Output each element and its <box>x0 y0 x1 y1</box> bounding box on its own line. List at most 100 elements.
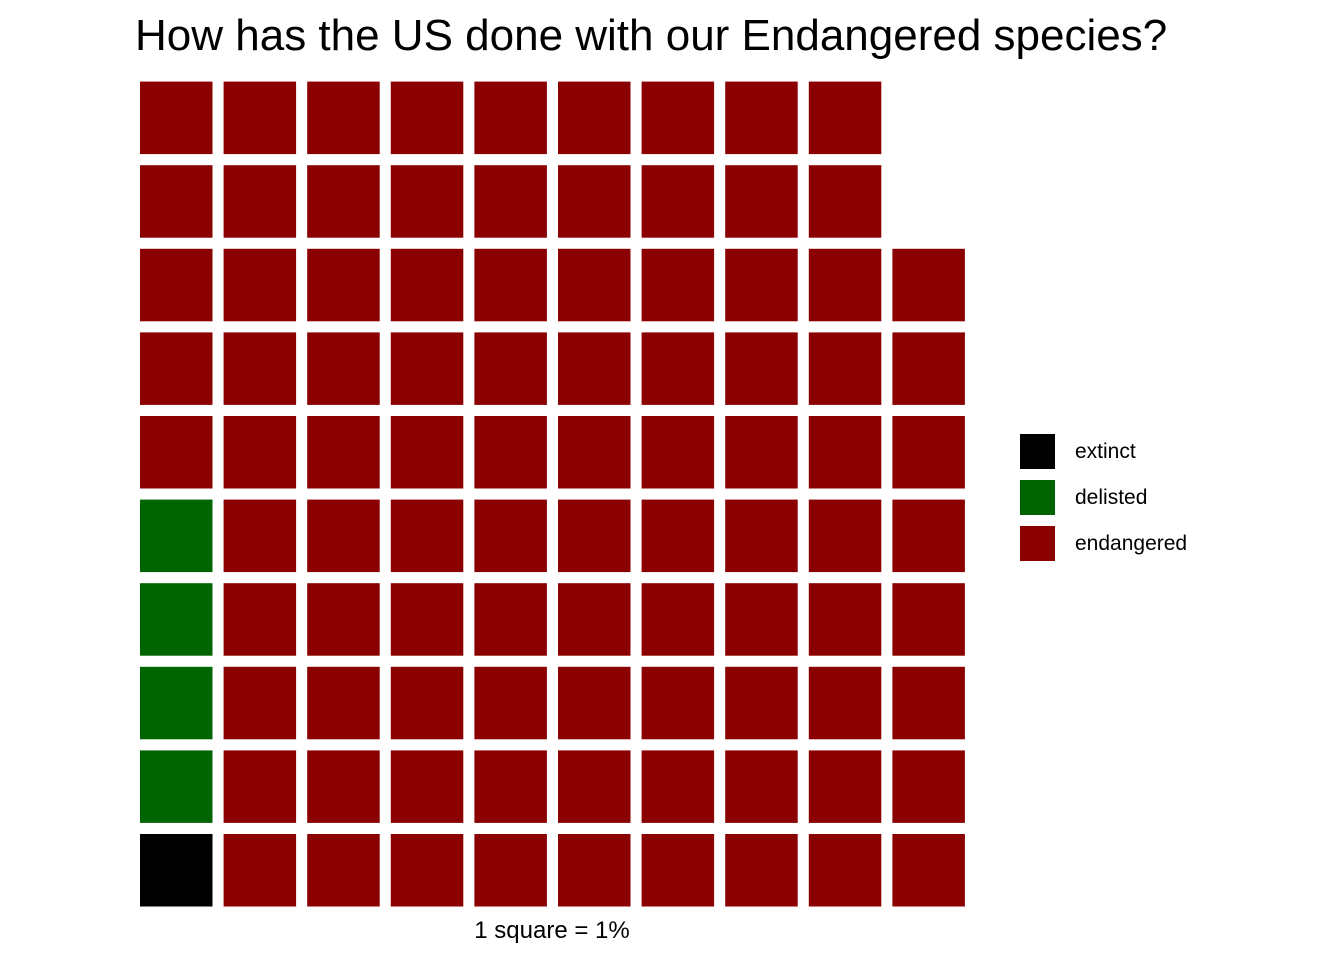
waffle-square-endangered <box>725 248 798 322</box>
legend-item-delisted: delisted <box>1020 474 1187 520</box>
legend: extinct delisted endangered <box>1020 428 1187 566</box>
waffle-square-endangered <box>390 332 464 405</box>
waffle-square-endangered <box>808 750 882 823</box>
waffle-square-endangered <box>558 165 631 238</box>
waffle-square-endangered <box>725 499 798 573</box>
waffle-square-endangered <box>808 583 882 656</box>
waffle-square-endangered <box>390 666 464 740</box>
waffle-square-endangered <box>223 834 297 907</box>
waffle-square-endangered <box>223 332 297 405</box>
waffle-square-endangered <box>725 332 798 405</box>
waffle-square-endangered <box>892 666 965 740</box>
waffle-square-endangered <box>892 416 965 489</box>
legend-label-extinct: extinct <box>1075 439 1136 463</box>
waffle-square-endangered <box>390 165 464 238</box>
waffle-square-endangered <box>641 583 715 656</box>
waffle-square-endangered <box>390 416 464 489</box>
waffle-square-endangered <box>558 666 631 740</box>
waffle-square-endangered <box>641 416 715 489</box>
waffle-square-endangered <box>808 165 882 238</box>
waffle-square-endangered <box>474 666 547 740</box>
waffle-square-endangered <box>892 583 965 656</box>
waffle-square-delisted <box>140 750 213 823</box>
waffle-square-extinct <box>140 834 213 907</box>
legend-item-endangered: endangered <box>1020 520 1187 566</box>
waffle-square-endangered <box>223 248 297 322</box>
waffle-square-delisted <box>140 666 213 740</box>
waffle-square-endangered <box>558 834 631 907</box>
waffle-square-endangered <box>892 750 965 823</box>
waffle-square-endangered <box>641 666 715 740</box>
waffle-square-endangered <box>641 332 715 405</box>
waffle-square-endangered <box>390 499 464 573</box>
waffle-square-endangered <box>223 81 297 155</box>
legend-swatch-delisted <box>1020 479 1055 515</box>
waffle-square-endangered <box>808 81 882 155</box>
waffle-square-endangered <box>558 750 631 823</box>
waffle-square-endangered <box>558 416 631 489</box>
waffle-square-endangered <box>474 332 547 405</box>
waffle-square-endangered <box>307 165 380 238</box>
waffle-square-endangered <box>474 583 547 656</box>
waffle-chart <box>140 81 965 907</box>
waffle-square-endangered <box>223 583 297 656</box>
legend-item-extinct: extinct <box>1020 428 1187 474</box>
waffle-square-endangered <box>223 750 297 823</box>
waffle-square-endangered <box>223 165 297 238</box>
waffle-square-endangered <box>558 248 631 322</box>
waffle-square-endangered <box>140 165 213 238</box>
waffle-square-endangered <box>641 834 715 907</box>
waffle-square-endangered <box>808 248 882 322</box>
waffle-square-endangered <box>307 750 380 823</box>
waffle-square-endangered <box>808 332 882 405</box>
waffle-square-endangered <box>641 81 715 155</box>
waffle-square-endangered <box>474 81 547 155</box>
waffle-square-endangered <box>307 583 380 656</box>
chart-title: How has the US done with our Endangered … <box>135 11 1168 60</box>
waffle-square-endangered <box>307 416 380 489</box>
waffle-square-endangered <box>390 248 464 322</box>
waffle-square-endangered <box>892 332 965 405</box>
waffle-square-endangered <box>808 666 882 740</box>
waffle-square-endangered <box>641 248 715 322</box>
waffle-square-endangered <box>725 416 798 489</box>
waffle-square-endangered <box>140 416 213 489</box>
legend-label-endangered: endangered <box>1075 531 1188 555</box>
waffle-square-endangered <box>307 81 380 155</box>
waffle-square-endangered <box>808 834 882 907</box>
waffle-square-endangered <box>223 666 297 740</box>
waffle-square-endangered <box>641 165 715 238</box>
waffle-square-endangered <box>641 499 715 573</box>
waffle-square-endangered <box>808 499 882 573</box>
waffle-square-endangered <box>474 750 547 823</box>
waffle-square-endangered <box>558 583 631 656</box>
waffle-square-endangered <box>140 248 213 322</box>
waffle-square-endangered <box>725 834 798 907</box>
waffle-square-delisted <box>140 583 213 656</box>
waffle-square-delisted <box>140 499 213 573</box>
waffle-square-endangered <box>892 248 965 322</box>
waffle-square-endangered <box>390 834 464 907</box>
waffle-square-endangered <box>307 834 380 907</box>
waffle-square-endangered <box>725 583 798 656</box>
waffle-square-endangered <box>558 332 631 405</box>
waffle-square-endangered <box>307 499 380 573</box>
waffle-square-endangered <box>140 81 213 155</box>
waffle-square-endangered <box>474 416 547 489</box>
waffle-square-endangered <box>140 332 213 405</box>
waffle-square-endangered <box>307 332 380 405</box>
waffle-square-endangered <box>474 834 547 907</box>
chart-caption: 1 square = 1% <box>474 917 630 944</box>
waffle-square-endangered <box>307 248 380 322</box>
waffle-square-endangered <box>725 81 798 155</box>
waffle-square-endangered <box>474 248 547 322</box>
waffle-square-endangered <box>725 750 798 823</box>
legend-label-delisted: delisted <box>1075 485 1148 509</box>
waffle-square-endangered <box>390 583 464 656</box>
waffle-square-endangered <box>474 499 547 573</box>
waffle-square-endangered <box>808 416 882 489</box>
waffle-square-endangered <box>892 499 965 573</box>
waffle-square-endangered <box>390 750 464 823</box>
legend-swatch-extinct <box>1020 433 1055 469</box>
legend-swatch-endangered <box>1020 525 1055 561</box>
